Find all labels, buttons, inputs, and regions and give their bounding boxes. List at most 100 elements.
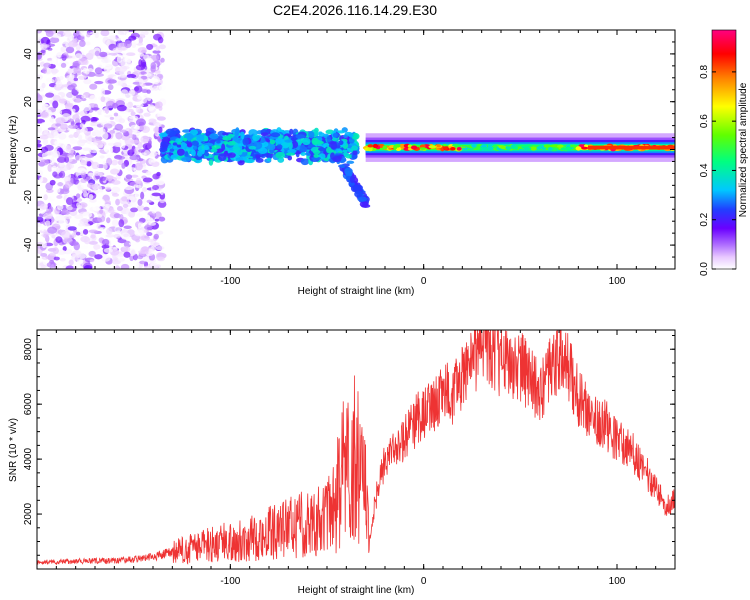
heat-blob — [102, 36, 109, 45]
heat-blob — [123, 251, 131, 258]
heat-blob — [153, 121, 160, 126]
heat-blob — [91, 107, 100, 111]
y-tick-label: -40 — [23, 237, 34, 252]
heat-blob — [134, 85, 143, 93]
heat-blob — [284, 139, 293, 143]
heat-blob — [43, 62, 52, 68]
colorbar-tick-label: 0.4 — [699, 163, 710, 177]
colorbar-frame — [711, 29, 737, 270]
heat-blob — [146, 199, 152, 204]
heat-blob — [83, 265, 93, 269]
heat-blob — [115, 66, 121, 74]
heat-blob — [111, 180, 121, 185]
heat-blob — [222, 132, 229, 136]
heat-blob — [242, 137, 249, 146]
heat-blob — [66, 206, 73, 211]
heat-blob — [312, 149, 321, 155]
heat-blob — [66, 74, 75, 80]
heat-blob — [142, 187, 148, 193]
heat-blob — [82, 211, 93, 219]
heat-blob — [59, 225, 67, 231]
heat-blob — [500, 146, 506, 150]
heat-blob — [55, 188, 61, 193]
snr-panel: -100 0 100 2000 4000 6000 8000 Height of strai… — [8, 329, 676, 596]
heat-blob — [102, 132, 109, 140]
heat-blob — [123, 240, 132, 248]
heat-blob — [107, 142, 115, 146]
heat-blob — [56, 52, 62, 58]
heat-blob — [98, 118, 107, 123]
heat-blob — [133, 70, 141, 76]
heat-blob — [79, 123, 85, 128]
heat-blob — [113, 112, 119, 117]
heat-blob — [111, 186, 121, 193]
heat-blob — [99, 227, 107, 231]
heat-blob — [73, 67, 82, 74]
heat-blob — [114, 123, 124, 131]
heat-blob — [113, 213, 121, 219]
heat-blob — [126, 52, 136, 57]
heat-blob — [81, 97, 87, 102]
heat-blob — [211, 144, 221, 150]
heat-blob — [107, 84, 114, 91]
heat-blob — [89, 142, 99, 146]
heat-blob — [60, 188, 70, 195]
heat-blob — [55, 236, 63, 243]
heat-blob — [337, 155, 343, 159]
heat-blob — [240, 131, 245, 136]
heat-blob — [209, 133, 219, 140]
heat-blob — [41, 82, 46, 89]
heat-blob — [37, 169, 44, 177]
heat-blob — [131, 130, 141, 135]
heat-blob — [79, 30, 87, 37]
heat-blob — [112, 193, 120, 197]
heat-blob — [248, 145, 257, 150]
heat-blob — [37, 87, 42, 93]
heat-blob — [77, 134, 83, 140]
heat-blob — [65, 137, 71, 145]
heat-blob — [117, 258, 125, 262]
heat-blob — [506, 146, 512, 151]
heat-blob — [456, 146, 462, 151]
heat-blob — [128, 115, 139, 120]
heat-blob — [134, 146, 142, 155]
heat-blob — [79, 39, 86, 47]
heat-blob — [394, 144, 401, 148]
heat-blob — [40, 146, 49, 153]
spectrogram-ticks: -100 0 100 -40 -20 0 20 40 — [23, 29, 676, 287]
heat-blob — [94, 33, 99, 39]
x-tick-label: 100 — [609, 576, 626, 587]
heat-blob — [407, 144, 412, 148]
heat-blob — [83, 190, 88, 198]
heat-blob — [121, 196, 128, 202]
heat-blob — [139, 78, 144, 86]
heat-blob — [39, 135, 49, 140]
heat-blob — [39, 159, 50, 166]
heat-blob — [143, 206, 150, 211]
heat-blob — [337, 130, 345, 134]
heat-blob — [342, 152, 350, 157]
heat-blob — [151, 192, 162, 197]
heat-blob — [100, 254, 111, 262]
colorbar-tick-label: 0.8 — [699, 64, 710, 78]
colorbar-tick-label: 0.2 — [699, 212, 710, 226]
heat-blob — [103, 123, 113, 129]
heat-blob — [106, 175, 113, 182]
heat-blob — [54, 140, 60, 146]
heat-blob — [158, 132, 168, 138]
heat-blob — [117, 253, 126, 257]
heat-blob — [142, 212, 148, 218]
heat-blob — [44, 220, 51, 227]
heat-blob — [116, 104, 127, 112]
heat-blob — [156, 230, 164, 235]
heat-blob — [134, 180, 142, 185]
heat-blob — [43, 233, 49, 239]
heat-blob — [367, 144, 374, 148]
heat-blob — [73, 77, 79, 82]
heat-blob — [130, 202, 137, 208]
heat-blob — [62, 30, 72, 37]
heat-blob — [311, 156, 322, 161]
heat-blob — [69, 139, 78, 145]
heat-blob — [154, 211, 162, 219]
